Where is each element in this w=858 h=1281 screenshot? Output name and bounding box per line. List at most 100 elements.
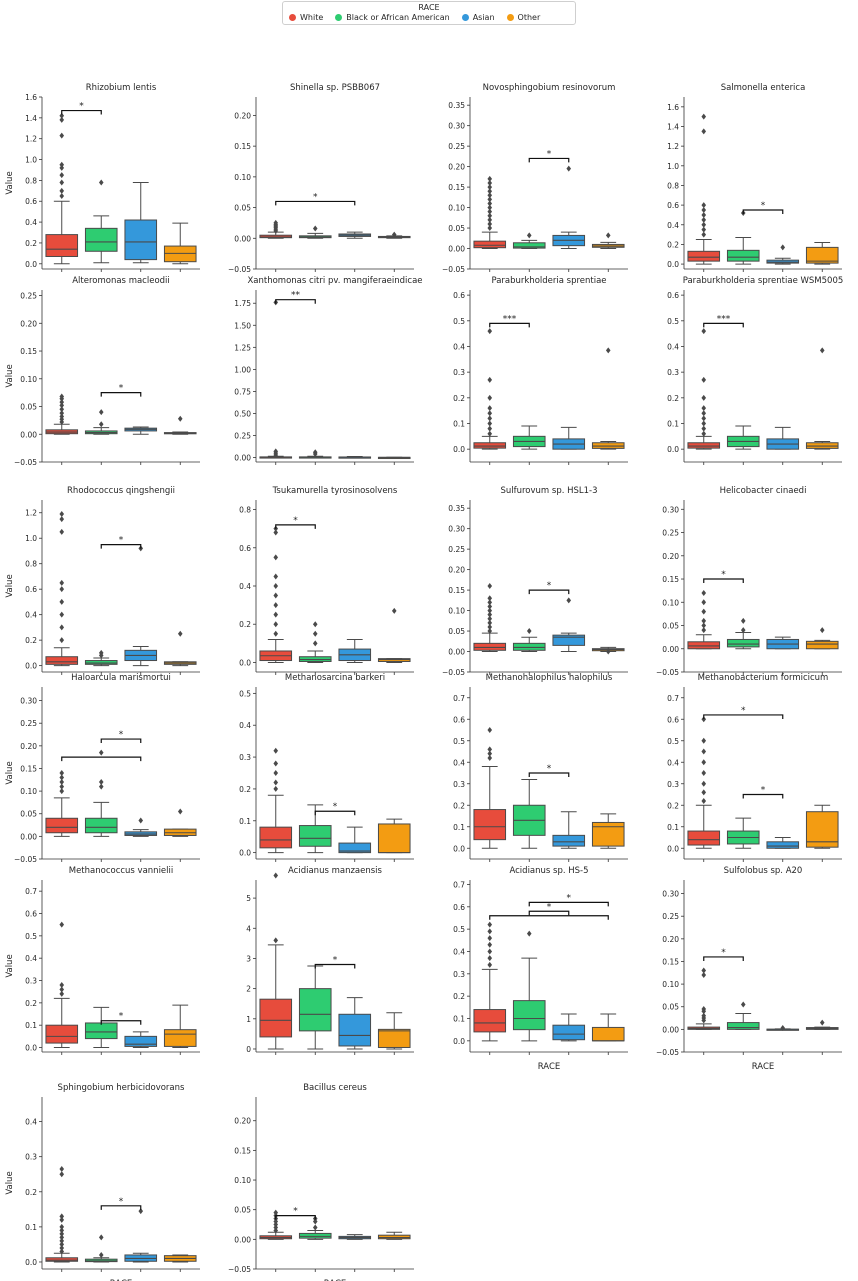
y-tick-label: 0.10 — [234, 173, 251, 182]
y-tick-label: 0.20 — [234, 111, 251, 120]
box-other — [805, 347, 839, 450]
box-asian — [552, 165, 586, 250]
outlier-point — [487, 200, 493, 207]
y-tick-label: 0.20 — [448, 566, 465, 575]
box-black-or-african-american — [726, 817, 760, 849]
box-iqr — [84, 227, 118, 252]
outlier-point — [487, 948, 493, 955]
significance-label: * — [567, 893, 572, 903]
outlier-point — [566, 597, 572, 604]
subplot-title: Methanosarcina barkeri — [285, 673, 385, 683]
box-black-or-african-american — [512, 628, 546, 653]
outlier-point — [701, 1006, 707, 1012]
box-asian — [338, 997, 372, 1050]
outlier-point — [487, 394, 493, 401]
y-tick-label: 0.0 — [239, 658, 251, 667]
y-tick-label: 0.6 — [25, 585, 37, 594]
outlier-point — [59, 783, 65, 790]
significance-label: * — [721, 570, 726, 580]
outlier-point — [273, 621, 279, 628]
significance-bracket — [742, 793, 784, 799]
y-tick-label: 0.7 — [667, 694, 679, 703]
box-other — [377, 1231, 411, 1240]
y-tick-label: 0.25 — [448, 142, 465, 151]
box-asian — [766, 837, 800, 849]
y-tick-label: 0.0 — [25, 1258, 37, 1267]
outlier-point — [59, 402, 65, 409]
outlier-point — [273, 785, 279, 792]
outlier-point — [487, 615, 493, 622]
significance-label: * — [761, 201, 766, 211]
box-other — [163, 630, 197, 667]
box-iqr — [45, 1024, 79, 1044]
y-tick-label: 0.1 — [453, 1014, 465, 1023]
box-asian — [766, 244, 800, 265]
y-tick-label: 0.0 — [667, 445, 679, 454]
outlier-point — [487, 420, 493, 427]
y-tick-label: 0.1 — [25, 1223, 37, 1232]
y-tick-label: −0.05 — [228, 265, 251, 274]
outlier-point — [487, 410, 493, 417]
outlier-point — [780, 1025, 786, 1032]
subplot-title: Xanthomonas citri pv. mangiferaeindicae — [247, 276, 422, 286]
box-iqr — [473, 809, 507, 841]
outlier-point — [487, 196, 493, 203]
legend-swatch-black — [335, 14, 343, 21]
box-black-or-african-american — [726, 1001, 760, 1030]
outlier-point — [701, 797, 707, 804]
outlier-point — [59, 393, 65, 400]
box-asian — [552, 426, 586, 450]
outlier-point — [487, 607, 493, 614]
outlier-point — [487, 928, 493, 935]
outlier-point — [819, 627, 825, 634]
significance-bracket — [703, 322, 744, 328]
outlier-point — [273, 1209, 279, 1216]
outlier-point — [312, 640, 318, 647]
y-tick-label: 1 — [246, 1015, 251, 1024]
outlier-point — [312, 1224, 318, 1231]
box-other — [377, 231, 411, 239]
significance-bracket — [489, 322, 530, 328]
outlier-point — [701, 967, 707, 974]
box-iqr — [687, 830, 721, 846]
subplot-sphingobium-herbicidovorans: Sphingobium herbicidovorans 0.0 0.1 0.2 0.3 0… — [5, 1083, 200, 1281]
y-tick-label: 0.05 — [20, 403, 37, 412]
subplot-salmonella-enterica: Salmonella enterica 0.0 0.2 0.4 0.6 0.8 1.0 1.2… — [667, 83, 842, 272]
y-tick-label: 1.2 — [25, 509, 37, 518]
y-tick-label: 0.3 — [667, 780, 679, 789]
box-iqr — [259, 998, 293, 1038]
box-iqr — [512, 242, 546, 249]
outlier-point — [59, 981, 65, 988]
significance-bracket — [703, 578, 744, 584]
y-tick-label: 0.05 — [662, 1003, 679, 1012]
outlier-point — [701, 425, 707, 432]
y-tick-label: 0.7 — [25, 887, 37, 896]
box-iqr — [124, 219, 158, 261]
subplot-haloarcula-marismortui: Haloarcula marismortui −0.05 0.00 0.05 0.10 0… — [5, 673, 200, 864]
subplot-title: Salmonella enterica — [721, 83, 806, 93]
box-other — [163, 1254, 197, 1263]
y-tick-label: 0.05 — [234, 204, 251, 213]
y-tick-label: 0.6 — [25, 910, 37, 919]
outlier-point — [701, 589, 707, 596]
significance-label: * — [547, 581, 552, 591]
subplot-helicobacter-cinaedi: Helicobacter cinaedi −0.05 0.00 0.05 0.10 0.1… — [656, 486, 842, 677]
box-iqr — [552, 1024, 586, 1041]
outlier-point — [701, 410, 707, 417]
significance-label: * — [313, 192, 318, 202]
box-black-or-african-american — [84, 409, 118, 435]
outlier-point — [487, 603, 493, 610]
significance-label: * — [547, 764, 552, 774]
box-iqr — [338, 1013, 372, 1047]
y-tick-label: 0.1 — [453, 419, 465, 428]
outlier-point — [701, 789, 707, 796]
box-asian — [338, 456, 372, 459]
y-tick-label: 0.6 — [667, 715, 679, 724]
y-tick-label: 0.3 — [239, 753, 251, 762]
legend: RACE White Black or African American Asi… — [282, 1, 576, 25]
y-tick-label: 0.6 — [25, 197, 37, 206]
box-black-or-african-american — [298, 449, 332, 459]
outlier-point — [487, 180, 493, 186]
y-tick-label: −0.05 — [656, 1048, 679, 1057]
significance-bracket — [275, 524, 316, 529]
